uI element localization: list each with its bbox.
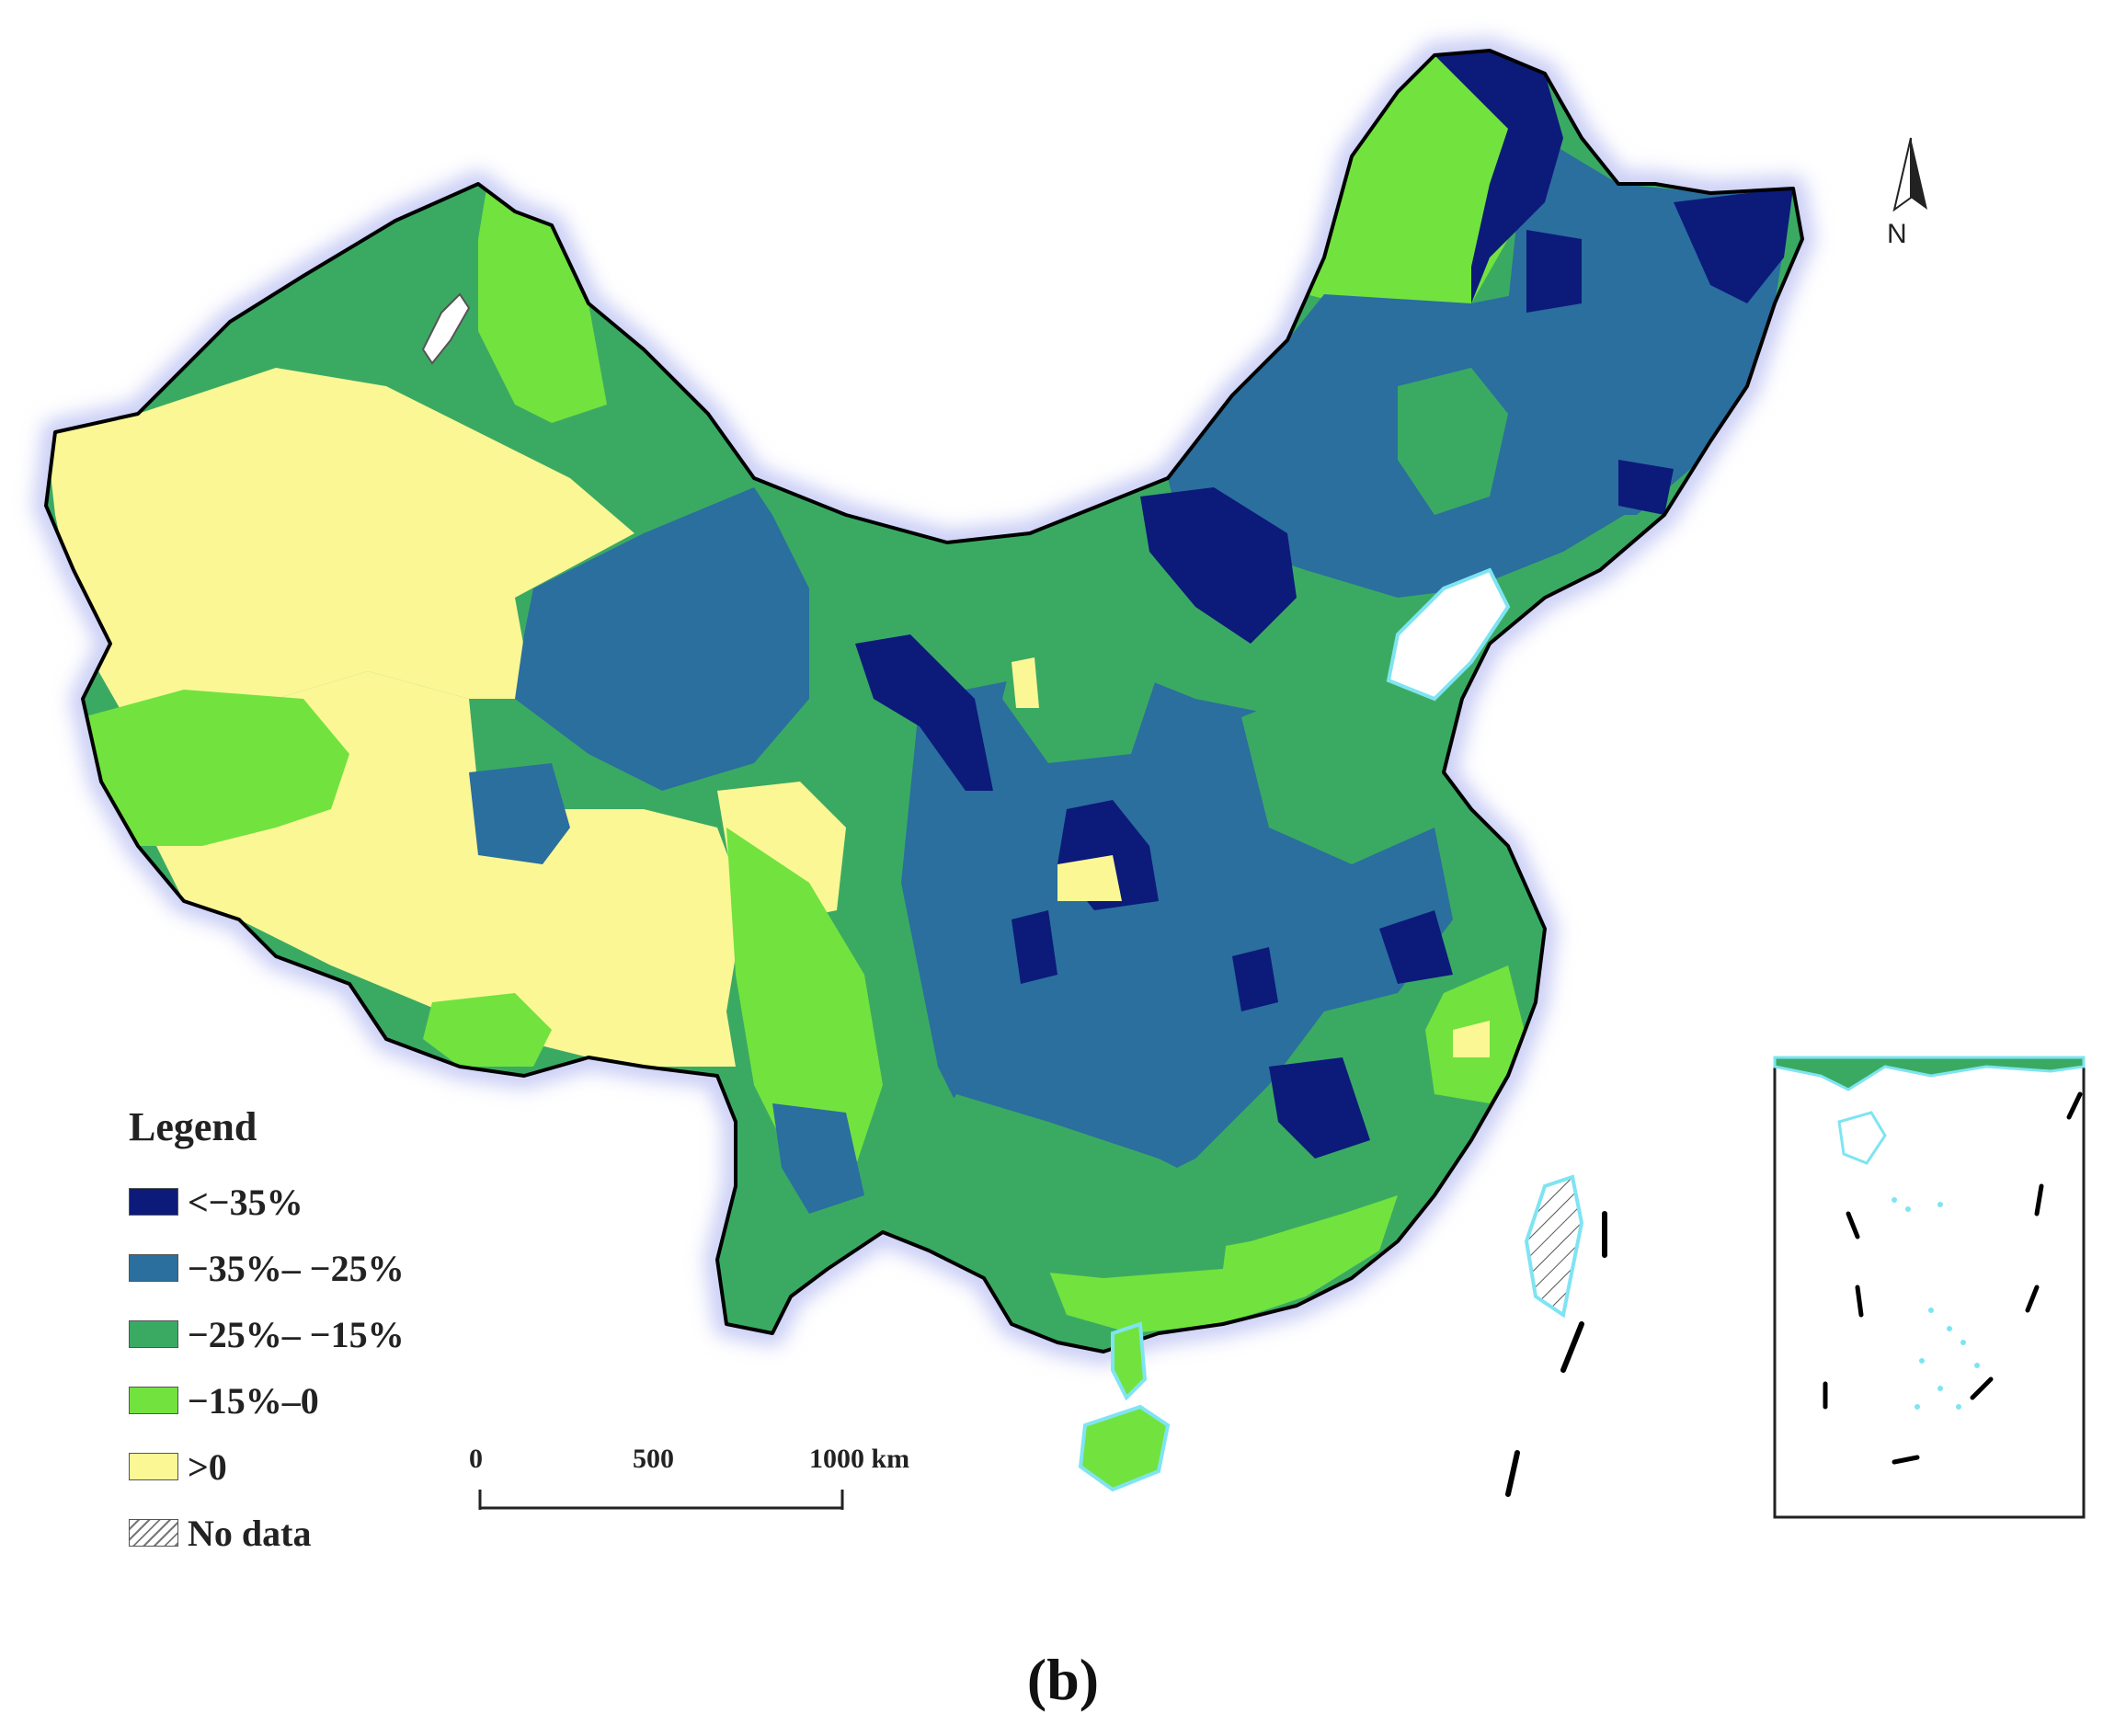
bohai-sea xyxy=(1386,567,1511,702)
region-jilin-dark xyxy=(1618,460,1674,515)
legend-label: No data xyxy=(188,1512,312,1554)
region-yellow-shaanxi xyxy=(1057,855,1122,901)
region-gansu-green xyxy=(763,497,1030,699)
region-daxinganling xyxy=(1434,51,1563,303)
maritime-dashes xyxy=(1505,1211,1607,1497)
legend-swatch xyxy=(129,1188,178,1216)
north-label: N xyxy=(1887,219,1907,249)
legend-label: <−35% xyxy=(188,1181,303,1223)
legend-item: −35%– −25% xyxy=(129,1247,405,1289)
legend-swatch xyxy=(129,1453,178,1480)
scale-tick-label: 1000 km xyxy=(809,1444,910,1474)
legend-item: No data xyxy=(129,1512,312,1554)
legend-label: −35%– −25% xyxy=(188,1247,405,1289)
legend-swatch-hatched xyxy=(129,1519,178,1547)
legend-item: <−35% xyxy=(129,1181,303,1223)
legend-label: −25%– −15% xyxy=(188,1313,405,1355)
legend-item: −15%–0 xyxy=(129,1379,319,1422)
panel-label: (b) xyxy=(1026,1647,1100,1712)
leizhou-peninsula xyxy=(1111,1321,1148,1401)
region-hulun xyxy=(1526,230,1582,313)
lake-balkhash xyxy=(421,292,471,365)
region-heilongjiang-east xyxy=(1674,188,1793,303)
legend-item: −25%– −15% xyxy=(129,1313,405,1355)
region-shaanxi-green xyxy=(1002,570,1168,763)
region-sichuan-dark xyxy=(1012,910,1057,984)
legend-swatch xyxy=(129,1320,178,1348)
south-china-sea-inset xyxy=(1773,1056,2086,1519)
legend-label: −15%–0 xyxy=(188,1379,319,1422)
scale-tick-label: 0 xyxy=(469,1444,483,1474)
region-qinghai-blue xyxy=(469,763,570,864)
hainan-island xyxy=(1078,1404,1171,1492)
region-yunnan-blue xyxy=(772,1103,864,1214)
region-south-green xyxy=(920,1094,1232,1278)
region-ali xyxy=(423,993,552,1067)
region-yellow-zhejiang xyxy=(1453,1021,1490,1057)
region-jiangxi-dark xyxy=(1269,1057,1370,1159)
region-henan-green xyxy=(1241,680,1434,864)
region-north-xinjiang xyxy=(478,184,607,423)
region-yellow-inner xyxy=(1012,657,1039,708)
scale-bar xyxy=(478,1490,844,1510)
region-heilongjiang-green xyxy=(1398,368,1508,515)
region-west-xinjiang xyxy=(83,690,349,846)
legend-swatch xyxy=(129,1387,178,1414)
taiwan-no-data xyxy=(1524,1174,1584,1319)
region-west-sichuan xyxy=(726,828,883,1177)
region-gansu-dark xyxy=(855,634,993,791)
region-anhui-dark xyxy=(1379,910,1453,984)
region-xinjiang-south xyxy=(46,368,634,708)
legend-title: Legend xyxy=(129,1104,257,1149)
region-hubei-dark xyxy=(1232,947,1278,1011)
legend-item: >0 xyxy=(129,1445,227,1488)
scale-tick-label: 500 xyxy=(633,1444,674,1474)
legend-swatch xyxy=(129,1254,178,1282)
region-chifeng-dark xyxy=(1140,487,1297,644)
north-arrow-icon xyxy=(1892,137,1927,212)
region-heilongjiang-west xyxy=(1297,55,1526,313)
region-gansu-west xyxy=(515,487,809,791)
legend-label: >0 xyxy=(188,1445,227,1488)
national-border xyxy=(44,49,1804,1353)
